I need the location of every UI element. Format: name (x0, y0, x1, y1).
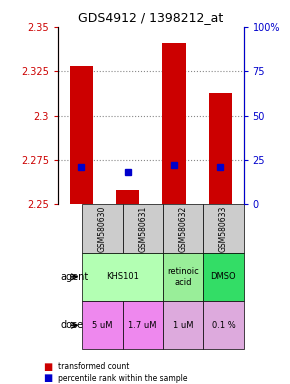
Text: GSM580630: GSM580630 (98, 205, 107, 252)
Text: GSM580631: GSM580631 (138, 205, 147, 252)
Bar (116, 190, 139, 204)
Bar (82, 301, 123, 349)
Bar (123, 204, 163, 253)
Text: ■: ■ (44, 373, 53, 383)
Text: agent: agent (60, 272, 88, 282)
Bar (209, 93, 232, 204)
Bar (162, 43, 186, 204)
Text: transformed count: transformed count (58, 362, 129, 371)
Bar (82, 253, 163, 301)
Bar (163, 204, 203, 253)
Text: dose: dose (60, 320, 83, 330)
Title: GDS4912 / 1398212_at: GDS4912 / 1398212_at (78, 11, 223, 24)
Bar (163, 253, 203, 301)
Bar (123, 301, 163, 349)
Text: GSM580632: GSM580632 (179, 205, 188, 252)
Text: 1.7 uM: 1.7 uM (128, 321, 157, 330)
Text: 0.1 %: 0.1 % (211, 321, 235, 330)
Text: 5 uM: 5 uM (92, 321, 113, 330)
Text: percentile rank within the sample: percentile rank within the sample (58, 374, 188, 383)
Bar (203, 253, 244, 301)
Text: 1 uM: 1 uM (173, 321, 193, 330)
Text: DMSO: DMSO (211, 272, 236, 281)
Bar (70, 66, 93, 204)
Text: GSM580633: GSM580633 (219, 205, 228, 252)
Text: retinoic
acid: retinoic acid (167, 267, 199, 286)
Bar (163, 301, 203, 349)
Bar (203, 301, 244, 349)
Bar (203, 204, 244, 253)
Text: ■: ■ (44, 362, 53, 372)
Bar (82, 204, 123, 253)
Text: KHS101: KHS101 (106, 272, 139, 281)
